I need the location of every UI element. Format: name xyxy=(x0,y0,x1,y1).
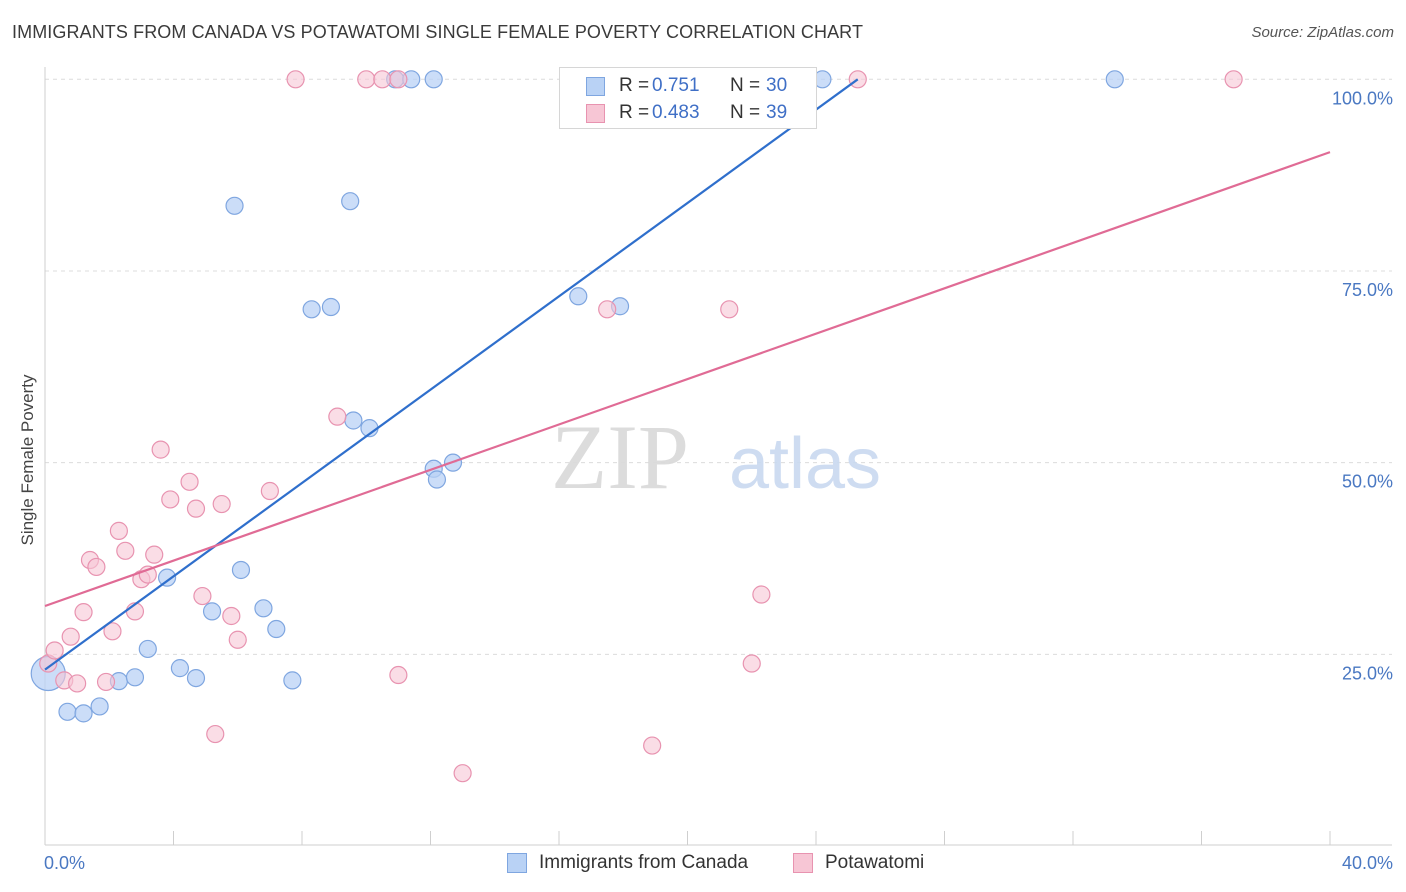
point-potawatomi-28 xyxy=(357,70,376,89)
point-canada-3 xyxy=(90,697,109,716)
data-points xyxy=(30,70,1243,783)
point-potawatomi-7 xyxy=(87,557,106,577)
point-potawatomi-29 xyxy=(373,70,392,89)
point-potawatomi-32 xyxy=(453,764,472,783)
point-potawatomi-24 xyxy=(228,630,247,649)
point-canada-5 xyxy=(125,668,145,687)
trendline-potawatomi xyxy=(44,151,1331,608)
legend-n-value-canada: 30 xyxy=(766,75,788,96)
chart-title: IMMIGRANTS FROM CANADA VS POTAWATOMI SIN… xyxy=(12,22,864,42)
legend-box: R = 0.751 N = 30 R = 0.483 N = 39 xyxy=(559,67,817,129)
grid-lines xyxy=(45,78,1392,655)
legend-swatch-canada xyxy=(586,76,605,96)
point-canada-8 xyxy=(170,659,190,678)
point-canada-10 xyxy=(202,602,222,621)
point-canada-1 xyxy=(58,702,77,721)
source-credit: Source: ZipAtlas.com xyxy=(1251,24,1394,41)
point-potawatomi-19 xyxy=(186,499,206,518)
point-canada-18 xyxy=(341,192,360,211)
point-potawatomi-18 xyxy=(180,472,199,491)
point-potawatomi-37 xyxy=(752,585,771,604)
y-axis-label: Single Female Poverty xyxy=(18,374,37,546)
point-potawatomi-27 xyxy=(328,407,347,426)
axes xyxy=(44,67,1392,846)
point-canada-7 xyxy=(157,568,177,587)
point-potawatomi-26 xyxy=(286,70,305,89)
point-canada-13 xyxy=(254,599,273,618)
legend-r-label: R = xyxy=(619,102,650,123)
y-tick-label-25: 25.0% xyxy=(1342,663,1393,683)
point-potawatomi-16 xyxy=(151,440,170,459)
legend-swatch-potawatomi xyxy=(586,103,605,123)
point-potawatomi-5 xyxy=(74,603,93,622)
point-potawatomi-4 xyxy=(68,674,87,693)
point-potawatomi-23 xyxy=(222,606,241,626)
point-potawatomi-36 xyxy=(720,300,739,319)
bottom-legend-swatch-potawatomi xyxy=(793,853,813,873)
watermark-zip: ZIP xyxy=(551,406,689,508)
point-potawatomi-21 xyxy=(206,724,225,744)
bottom-legend-swatch-canada xyxy=(507,853,527,873)
y-tick-label-75: 75.0% xyxy=(1342,280,1393,300)
point-potawatomi-30 xyxy=(389,70,408,89)
point-canada-6 xyxy=(138,639,157,659)
point-canada-2 xyxy=(74,704,93,723)
watermark-atlas: atlas xyxy=(729,424,881,504)
point-canada-14 xyxy=(267,619,286,639)
point-canada-11 xyxy=(225,196,244,215)
point-potawatomi-11 xyxy=(116,541,135,560)
trendlines xyxy=(44,78,1331,671)
point-canada-16 xyxy=(302,300,321,319)
y-tick-label-50: 50.0% xyxy=(1342,472,1393,492)
x-tick-label-max: 40.0% xyxy=(1342,853,1393,873)
point-canada-30 xyxy=(1105,70,1124,89)
point-potawatomi-33 xyxy=(598,300,617,319)
legend-r-value-potawatomi: 0.483 xyxy=(652,102,700,123)
point-potawatomi-20 xyxy=(193,586,212,606)
legend-n-value-potawatomi: 39 xyxy=(766,102,788,123)
point-potawatomi-15 xyxy=(145,545,164,564)
point-potawatomi-39 xyxy=(1224,70,1243,89)
point-potawatomi-31 xyxy=(389,665,408,685)
legend-r-value-canada: 0.751 xyxy=(652,75,700,96)
point-potawatomi-10 xyxy=(109,521,128,540)
trendline-canada xyxy=(44,78,859,671)
point-potawatomi-22 xyxy=(212,494,231,514)
legend-n-label: N = xyxy=(730,75,761,96)
bottom-legend-label-potawatomi: Potawatomi xyxy=(825,852,925,873)
point-potawatomi-3 xyxy=(61,627,80,646)
legend-n-label: N = xyxy=(730,102,761,123)
point-canada-19 xyxy=(344,411,363,430)
point-potawatomi-1 xyxy=(45,641,64,660)
watermark: ZIP atlas xyxy=(551,406,881,508)
point-canada-23 xyxy=(424,70,443,89)
point-canada-15 xyxy=(283,671,302,690)
y-tick-label-100: 100.0% xyxy=(1332,88,1393,108)
point-potawatomi-8 xyxy=(96,672,116,692)
point-potawatomi-17 xyxy=(161,490,180,509)
bottom-legend-label-canada: Immigrants from Canada xyxy=(539,852,749,873)
point-canada-9 xyxy=(186,668,206,688)
point-potawatomi-34 xyxy=(643,736,662,755)
legend-r-label: R = xyxy=(619,75,650,96)
point-potawatomi-35 xyxy=(742,654,761,673)
point-potawatomi-25 xyxy=(260,481,279,501)
x-tick-label-min: 0.0% xyxy=(44,853,85,873)
point-canada-27 xyxy=(569,287,588,306)
point-canada-17 xyxy=(321,297,341,317)
point-canada-12 xyxy=(231,560,251,580)
tick-labels: 25.0% 50.0% 75.0% 100.0% 0.0% 40.0% xyxy=(44,88,1393,873)
point-canada-25 xyxy=(427,470,447,489)
point-potawatomi-9 xyxy=(103,622,122,641)
